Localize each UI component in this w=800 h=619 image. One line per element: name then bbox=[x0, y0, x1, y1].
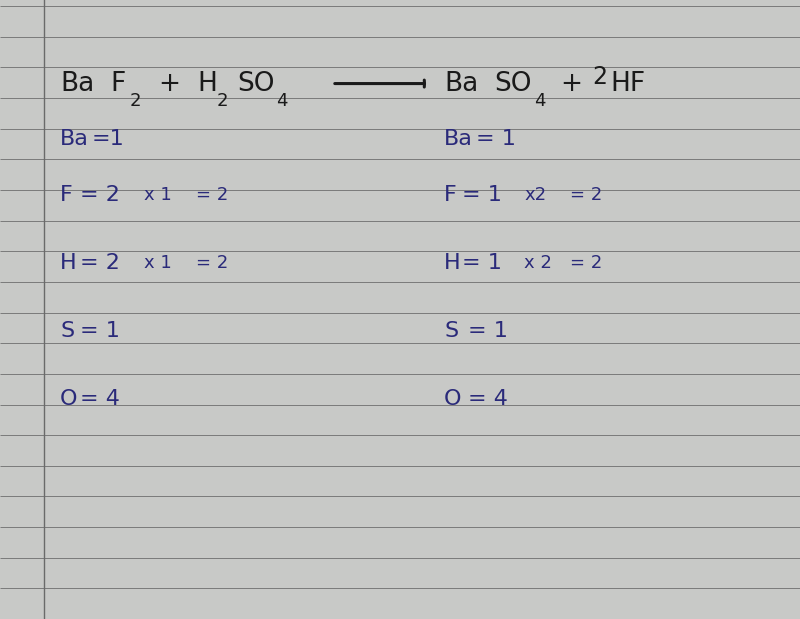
Text: H: H bbox=[444, 253, 461, 273]
Text: S: S bbox=[60, 321, 74, 341]
Text: Ba: Ba bbox=[60, 129, 89, 149]
Text: = 1: = 1 bbox=[476, 129, 516, 149]
Text: S: S bbox=[444, 321, 458, 341]
Text: x 1: x 1 bbox=[144, 254, 172, 272]
Text: 2: 2 bbox=[592, 66, 607, 89]
Text: = 2: = 2 bbox=[196, 254, 228, 272]
Text: = 2: = 2 bbox=[570, 186, 602, 204]
Text: = 4: = 4 bbox=[80, 389, 120, 409]
Text: = 2: = 2 bbox=[196, 186, 228, 204]
Text: Ba: Ba bbox=[444, 71, 478, 97]
Text: x 1: x 1 bbox=[144, 186, 172, 204]
Text: 4: 4 bbox=[276, 92, 287, 110]
Text: x 2: x 2 bbox=[524, 254, 552, 272]
Text: = 4: = 4 bbox=[468, 389, 508, 409]
Text: 4: 4 bbox=[534, 92, 545, 110]
Text: HF: HF bbox=[610, 71, 646, 97]
Text: x2: x2 bbox=[524, 186, 546, 204]
Text: = 1: = 1 bbox=[80, 321, 120, 341]
Text: = 2: = 2 bbox=[570, 254, 602, 272]
Text: Ba: Ba bbox=[60, 71, 94, 97]
Text: SO: SO bbox=[494, 71, 532, 97]
Text: = 2: = 2 bbox=[80, 185, 120, 205]
Text: = 1: = 1 bbox=[462, 185, 502, 205]
Text: 2: 2 bbox=[217, 92, 228, 110]
Text: 2: 2 bbox=[130, 92, 141, 110]
Text: = 2: = 2 bbox=[80, 253, 120, 273]
Text: H: H bbox=[198, 71, 218, 97]
Text: =1: =1 bbox=[92, 129, 125, 149]
Text: +: + bbox=[560, 71, 582, 97]
Text: H: H bbox=[60, 253, 77, 273]
Text: SO: SO bbox=[237, 71, 274, 97]
Text: F: F bbox=[110, 71, 126, 97]
Text: = 1: = 1 bbox=[462, 253, 502, 273]
Text: Ba: Ba bbox=[444, 129, 473, 149]
Text: O: O bbox=[60, 389, 78, 409]
Text: O: O bbox=[444, 389, 462, 409]
Text: F: F bbox=[444, 185, 457, 205]
Text: = 1: = 1 bbox=[468, 321, 508, 341]
Text: F: F bbox=[60, 185, 73, 205]
Text: +: + bbox=[158, 71, 181, 97]
